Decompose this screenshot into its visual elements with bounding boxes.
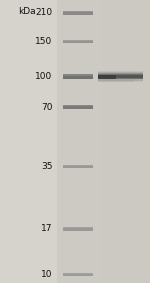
Bar <box>98 74 142 78</box>
Text: 100: 100 <box>35 72 52 81</box>
Bar <box>63 227 93 231</box>
Text: 17: 17 <box>41 224 52 233</box>
Bar <box>116 75 142 78</box>
Text: kDa: kDa <box>18 7 36 16</box>
Bar <box>98 71 142 82</box>
Text: 150: 150 <box>35 37 52 46</box>
Bar <box>63 165 93 168</box>
Bar <box>63 165 93 166</box>
Bar <box>63 11 93 14</box>
Bar <box>63 40 93 43</box>
Text: 35: 35 <box>41 162 52 171</box>
Bar <box>57 0 150 283</box>
Text: 210: 210 <box>35 8 52 17</box>
Bar <box>63 273 93 274</box>
Bar <box>63 40 93 41</box>
Bar <box>63 74 93 76</box>
Bar <box>63 227 93 228</box>
Bar <box>63 273 93 276</box>
Bar <box>98 72 142 81</box>
Bar <box>98 74 116 78</box>
Bar <box>63 105 93 106</box>
Bar <box>63 74 93 79</box>
Bar <box>98 78 134 82</box>
Bar <box>98 73 142 79</box>
Bar <box>63 105 93 109</box>
Bar <box>63 11 93 12</box>
Text: 10: 10 <box>41 270 52 279</box>
Bar <box>57 0 102 283</box>
Text: 70: 70 <box>41 103 52 112</box>
Bar <box>98 75 142 78</box>
